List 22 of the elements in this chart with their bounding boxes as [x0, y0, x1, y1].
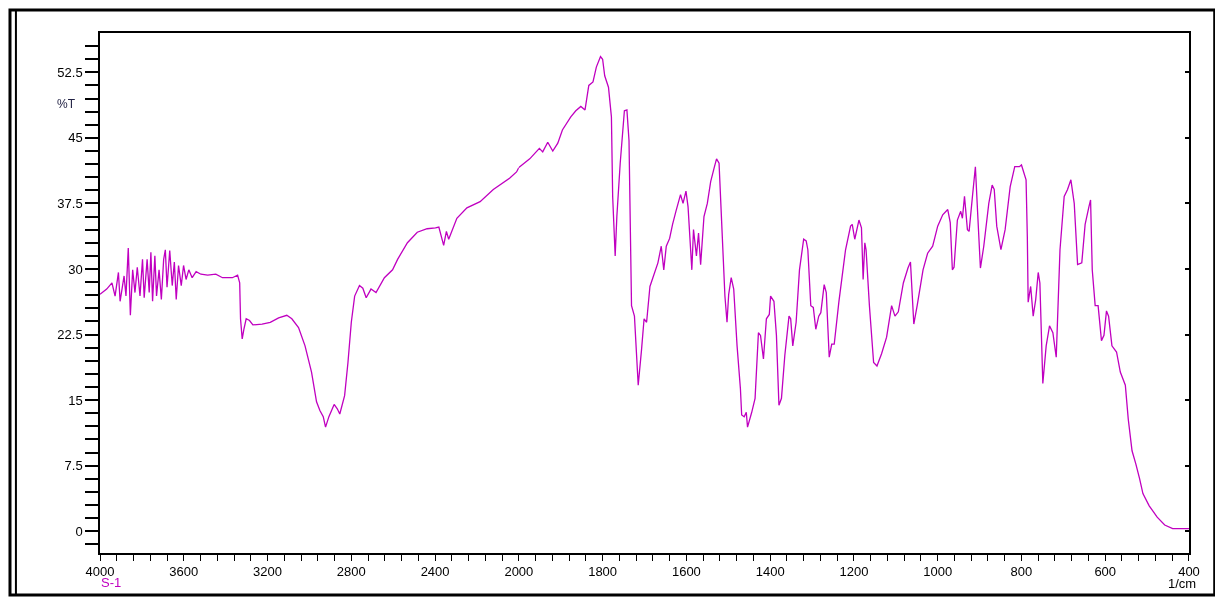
- x-tick-label: 2400: [420, 564, 450, 580]
- x-tick-label: 2800: [336, 564, 366, 580]
- x-tick-label: 1600: [671, 564, 701, 580]
- y-axis-title: %T: [57, 97, 76, 111]
- y-tick-label: 37.5: [57, 195, 83, 211]
- x-tick-label: 1200: [839, 564, 869, 580]
- y-tick-label: 15: [68, 392, 83, 408]
- x-tick-label: 1000: [923, 564, 953, 580]
- x-tick-label: 2000: [504, 564, 534, 580]
- y-tick-label: 0: [75, 523, 83, 539]
- x-tick-label: 1400: [755, 564, 785, 580]
- x-tick-label: 600: [1094, 564, 1117, 580]
- x-tick-label: 3600: [169, 564, 199, 580]
- y-tick-label: 7.5: [64, 458, 83, 474]
- text: S-1: [101, 575, 122, 590]
- y-tick-label: 45: [68, 130, 83, 146]
- x-tick-label: 3200: [253, 564, 282, 580]
- x-tick-label: 800: [1010, 564, 1033, 580]
- y-tick-label: 30: [68, 261, 83, 277]
- x-tick-label: 1800: [588, 564, 618, 580]
- y-tick-label: 52.5: [57, 64, 83, 80]
- y-tick-label: 22.5: [57, 327, 83, 343]
